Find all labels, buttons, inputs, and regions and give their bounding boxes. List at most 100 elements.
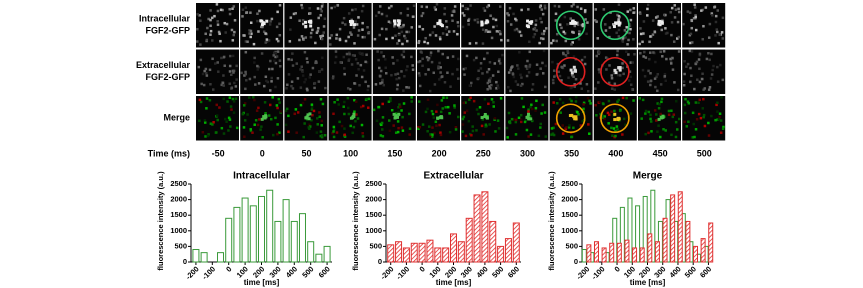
spot [392, 112, 396, 116]
speckle [534, 106, 538, 110]
speckle [483, 98, 487, 101]
speckle [720, 96, 723, 99]
speckle [494, 18, 498, 22]
speckle [497, 59, 501, 63]
speckle [674, 135, 678, 139]
speckle [417, 127, 420, 131]
speckle [218, 106, 221, 109]
speckle [343, 72, 346, 76]
micrograph [549, 49, 593, 94]
bar [593, 241, 599, 263]
speckle [328, 36, 332, 40]
speckle [560, 79, 563, 82]
speckle [426, 41, 430, 45]
y-tick-label: 0 [574, 257, 578, 266]
speckle [639, 27, 642, 30]
speckle [621, 37, 625, 40]
spot [572, 65, 576, 69]
speckle [324, 86, 327, 90]
speckle [550, 127, 554, 130]
speckle [625, 96, 628, 100]
micrograph [240, 3, 284, 48]
speckle [317, 80, 321, 83]
bar [266, 189, 274, 263]
speckle [228, 82, 231, 85]
speckle [408, 133, 411, 136]
y-tick-label: 500 [369, 241, 382, 250]
speckle [401, 25, 405, 28]
time-value: 400 [608, 148, 623, 158]
speckle [381, 78, 384, 82]
speckle [574, 100, 578, 103]
micrograph [372, 3, 416, 48]
speckle [530, 103, 533, 107]
speckle [336, 98, 339, 101]
speckle [279, 64, 282, 68]
speckle [684, 97, 687, 101]
speckle [640, 117, 643, 120]
spot [480, 116, 484, 120]
bar [708, 222, 714, 263]
speckle [682, 22, 685, 26]
bar [650, 189, 656, 263]
speckle [407, 86, 411, 89]
speckle [683, 103, 687, 107]
speckle [276, 77, 280, 80]
speckle [380, 81, 384, 84]
speckle [216, 9, 220, 13]
speckle [267, 39, 271, 42]
speckle [647, 131, 650, 135]
speckle [439, 37, 442, 41]
speckle [349, 31, 352, 34]
bar [426, 239, 434, 263]
speckle [354, 20, 357, 23]
speckle [541, 72, 545, 75]
micrograph [417, 3, 460, 48]
spot [439, 115, 443, 119]
micrograph [284, 3, 328, 48]
speckle [222, 55, 226, 59]
speckle [230, 73, 233, 77]
speckle [315, 31, 319, 34]
speckle [231, 39, 235, 42]
speckle [653, 30, 657, 33]
speckle [461, 4, 464, 8]
speckle [397, 39, 401, 42]
speckle [293, 112, 296, 116]
speckle [486, 5, 489, 9]
speckle [701, 37, 705, 41]
time-value: 150 [387, 148, 402, 158]
spot [570, 113, 574, 117]
speckle [403, 74, 406, 78]
x-tick-label: 600 [698, 264, 713, 279]
speckle [397, 126, 400, 130]
speckle [222, 74, 225, 77]
speckle [485, 124, 488, 128]
speckle [461, 11, 464, 15]
speckle [554, 122, 558, 126]
speckle [315, 131, 319, 134]
speckle [556, 62, 560, 66]
speckle [639, 32, 643, 36]
speckle [552, 81, 555, 85]
spot [529, 21, 533, 25]
speckle [216, 118, 219, 122]
speckle [225, 120, 228, 124]
speckle [492, 105, 496, 108]
speckle [594, 103, 597, 107]
speckle [309, 73, 312, 76]
speckle [365, 97, 368, 101]
speckle [705, 57, 709, 61]
spot [485, 115, 489, 119]
bar [632, 247, 638, 263]
speckle [398, 103, 401, 106]
speckle [279, 110, 283, 113]
speckle [347, 51, 351, 55]
speckle [550, 133, 553, 136]
speckle [626, 116, 630, 119]
speckle [445, 33, 449, 36]
x-tick-label: 500 [490, 264, 505, 279]
speckle [649, 51, 652, 54]
speckle [439, 131, 442, 134]
speckle [697, 112, 701, 116]
